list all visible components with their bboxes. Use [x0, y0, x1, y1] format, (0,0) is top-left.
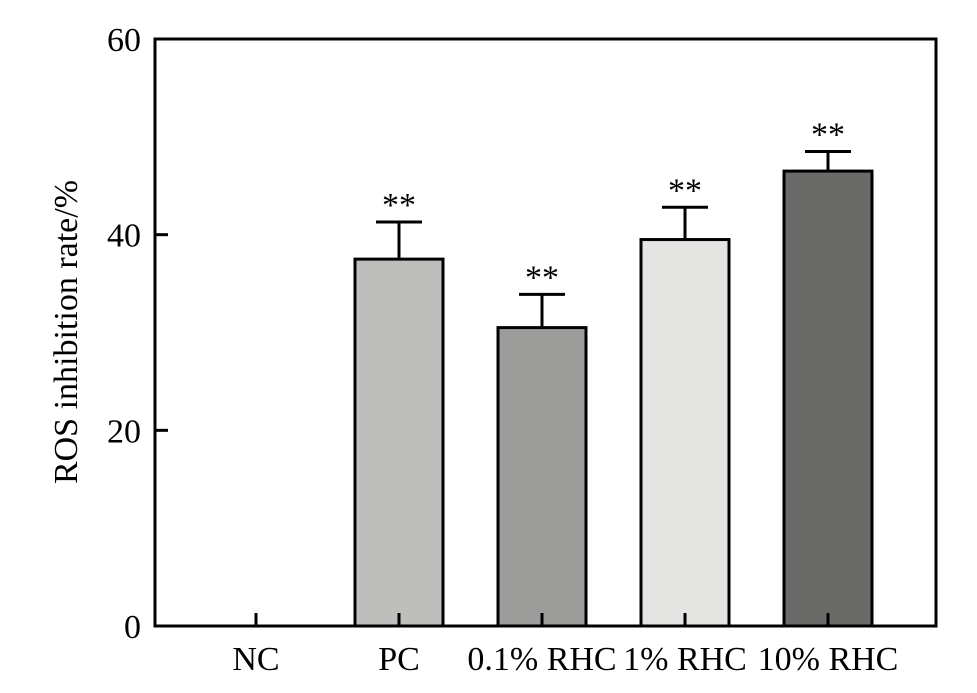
- x-tick-label: PC: [378, 641, 420, 678]
- x-tick-label: 10% RHC: [758, 641, 899, 678]
- chart-marks: ** ** ** **: [353, 117, 874, 628]
- x-axis: NC PC 0.1% RHC 1% RHC 10% RHC: [232, 613, 898, 678]
- y-tick-label: 0: [124, 609, 141, 646]
- significance-label: **: [525, 259, 559, 296]
- bar: [353, 257, 445, 628]
- x-tick-label: NC: [232, 641, 279, 678]
- significance-label: **: [382, 187, 416, 224]
- y-tick-label: 60: [107, 22, 141, 59]
- bar: [782, 169, 874, 628]
- bar: [496, 326, 588, 628]
- bar: [639, 238, 731, 628]
- plot-frame: [153, 37, 938, 628]
- significance-label: **: [668, 172, 702, 209]
- x-tick-label: 0.1% RHC: [467, 641, 616, 678]
- y-axis: 0 20 40 60: [107, 22, 168, 646]
- y-tick-label: 20: [107, 413, 141, 450]
- y-axis-label: ROS inhibition rate/%: [48, 180, 85, 484]
- x-tick-label: 1% RHC: [623, 641, 747, 678]
- y-tick-label: 40: [107, 218, 141, 255]
- significance-label: **: [811, 117, 845, 154]
